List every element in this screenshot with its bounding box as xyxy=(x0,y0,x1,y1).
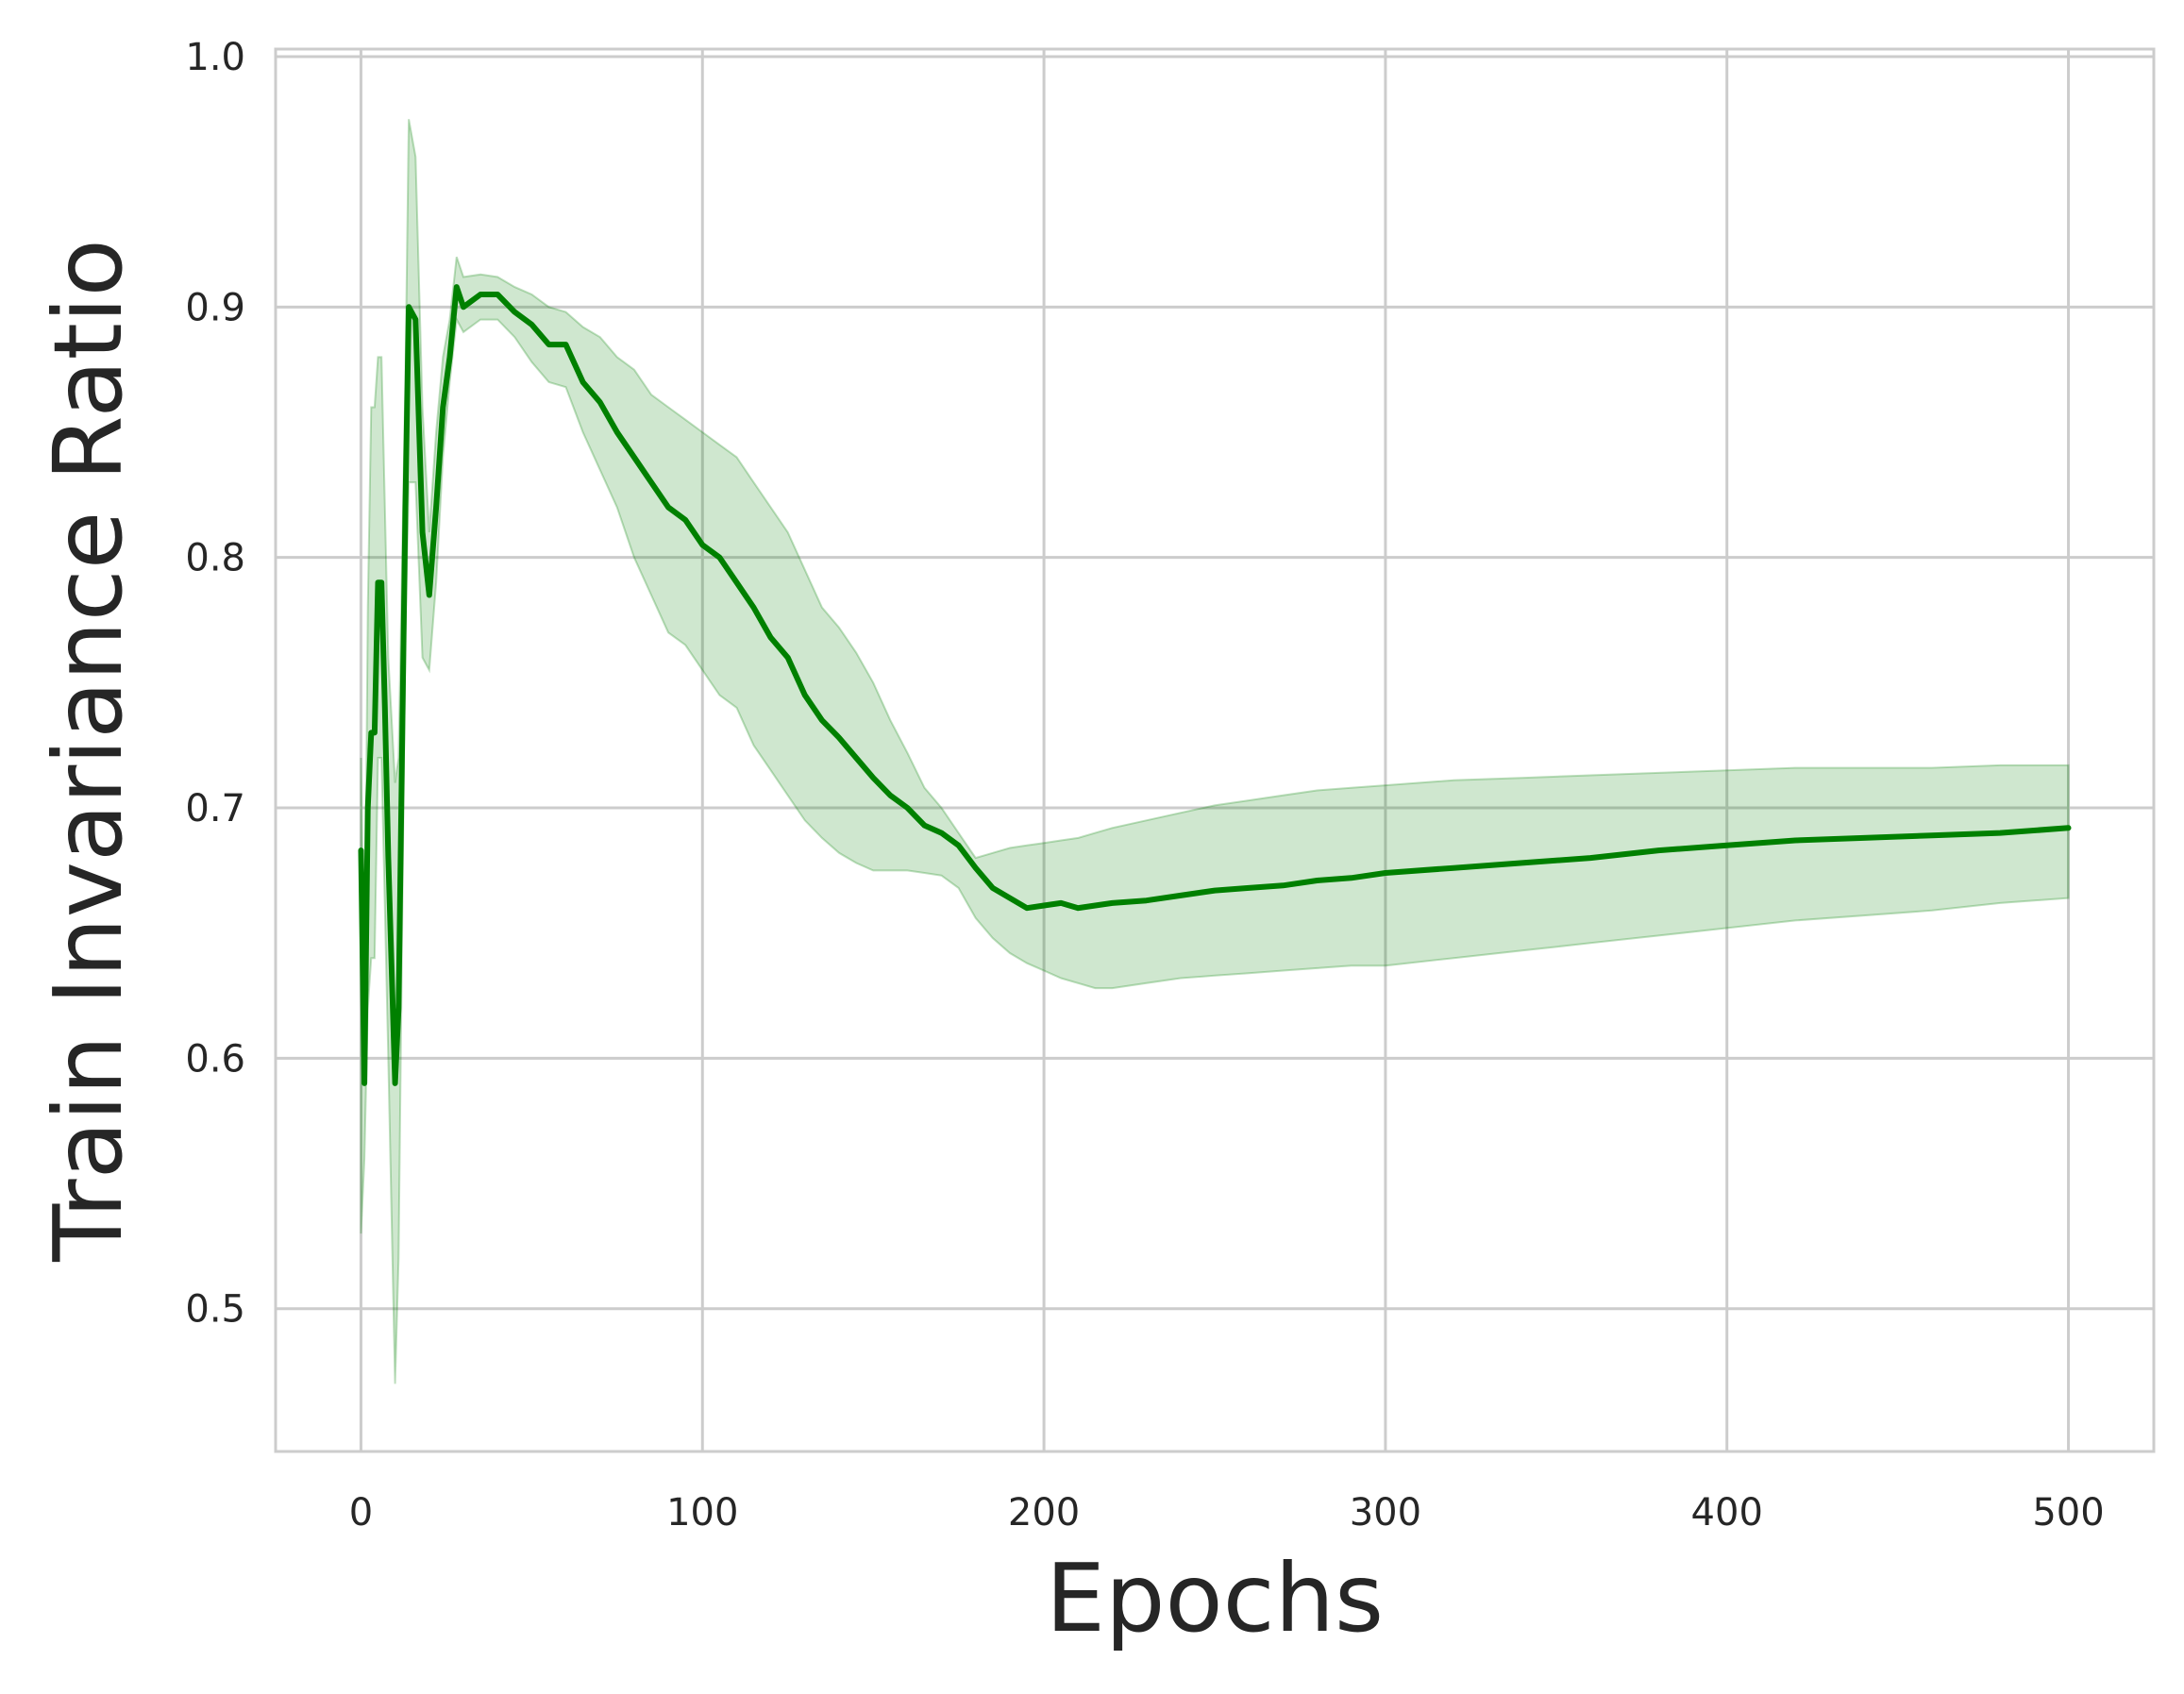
y-axis-title: Train Invariance Ratio xyxy=(33,239,143,1263)
y-tick-label: 0.7 xyxy=(185,787,245,830)
x-tick-label: 0 xyxy=(349,1491,373,1535)
x-tick-labels: 0 100 200 300 400 500 xyxy=(349,1491,2105,1535)
y-tick-label: 0.6 xyxy=(185,1037,245,1081)
x-tick-label: 300 xyxy=(1350,1491,1421,1535)
gridlines xyxy=(276,49,2154,1451)
plot-frame xyxy=(274,47,2156,1453)
x-tick-label: 400 xyxy=(1691,1491,1763,1535)
x-tick-label: 100 xyxy=(666,1491,738,1535)
series-line xyxy=(358,284,2072,1086)
y-tick-label: 0.9 xyxy=(185,286,245,329)
y-tick-labels: 0.5 0.6 0.7 0.8 0.9 1.0 xyxy=(185,36,245,1332)
series-line-layer xyxy=(358,284,2072,1086)
y-tick-label: 0.8 xyxy=(185,537,245,580)
confidence-band-layer xyxy=(360,119,2070,1384)
x-tick-label: 200 xyxy=(1008,1491,1080,1535)
y-tick-label: 0.5 xyxy=(185,1288,245,1332)
x-axis-title: Epochs xyxy=(1046,1543,1384,1653)
y-tick-label: 1.0 xyxy=(185,36,245,79)
x-tick-label: 500 xyxy=(2032,1491,2104,1535)
confidence-band xyxy=(360,119,2070,1384)
